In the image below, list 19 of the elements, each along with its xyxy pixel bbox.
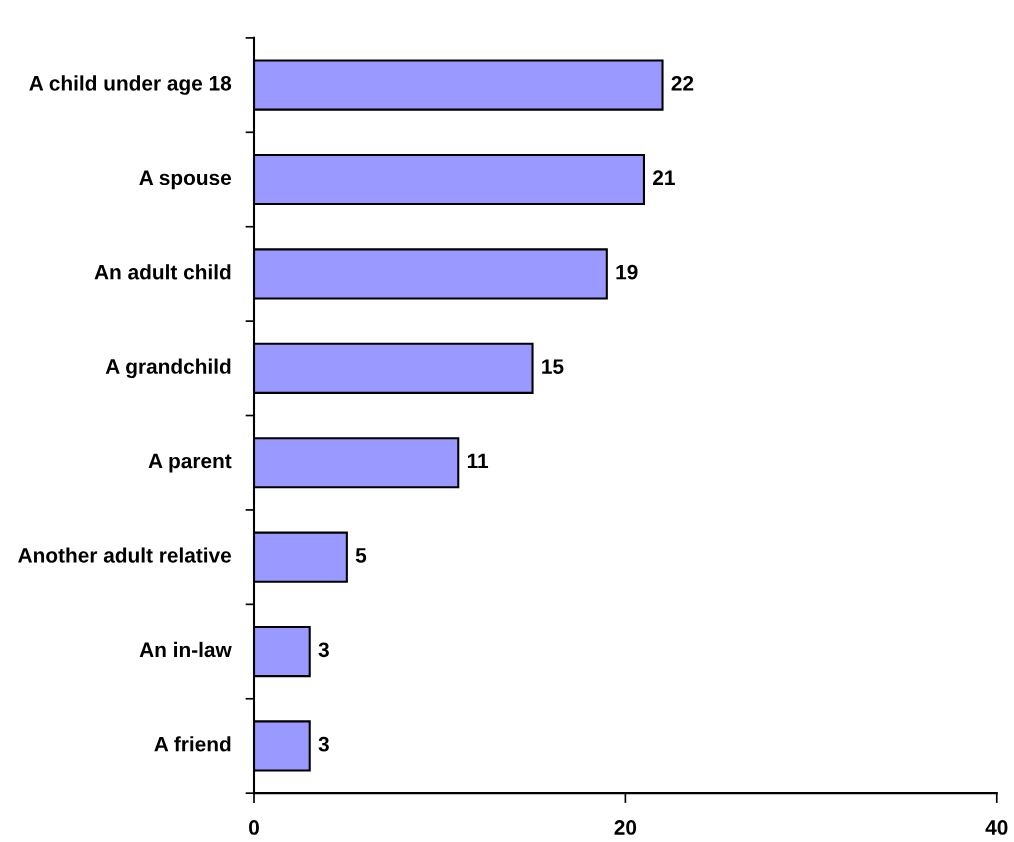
data-label: 15 <box>542 359 564 374</box>
data-label: 21 <box>653 170 675 185</box>
y-tick-label: A friend <box>154 736 231 752</box>
y-tick-label: An in-law <box>139 641 232 658</box>
y-tick-label: A grandchild <box>105 358 231 379</box>
y-tick-label: A child under age 18 <box>29 75 232 95</box>
data-label: 5 <box>355 548 367 563</box>
x-tick-label: 20 <box>614 820 637 835</box>
y-tick-label: An adult child <box>94 264 231 280</box>
data-label: 19 <box>616 264 638 280</box>
data-label: 11 <box>467 453 489 469</box>
data-label: 3 <box>318 642 329 658</box>
data-label: 3 <box>318 736 329 752</box>
x-tick-label: 40 <box>985 820 1008 835</box>
y-tick-label: A spouse <box>139 170 232 190</box>
x-tick-label: 0 <box>249 820 259 835</box>
y-tick-label: A parent <box>148 453 232 473</box>
y-tick-label: Another adult relative <box>18 547 232 563</box>
data-label: 22 <box>671 75 694 91</box>
